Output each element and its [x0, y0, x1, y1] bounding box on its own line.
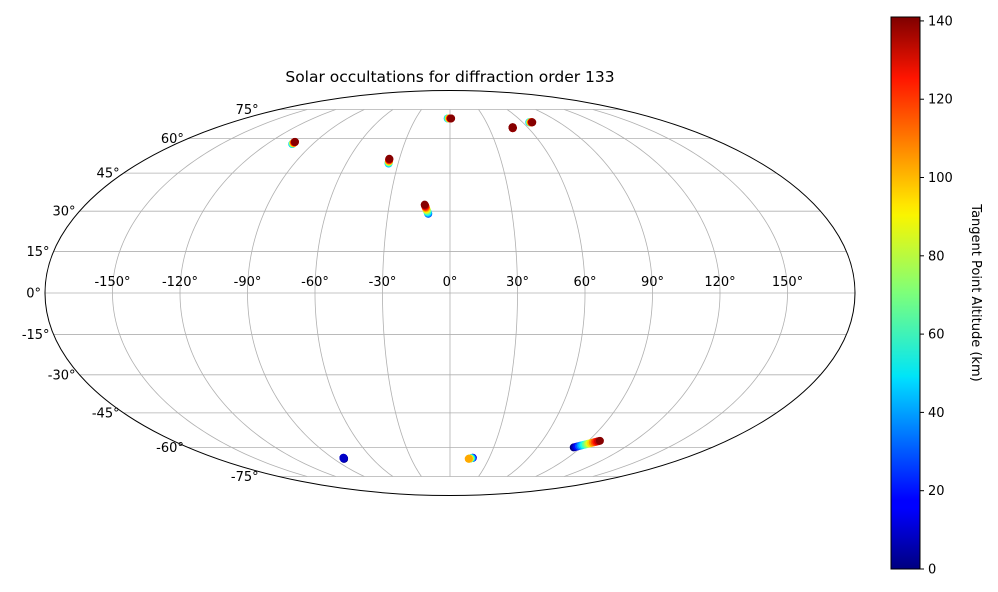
- colorbar-tick-label: 20: [928, 484, 945, 499]
- occultation-point: [508, 123, 517, 132]
- colorbar-tick-label: 100: [928, 171, 953, 186]
- longitude-tick-label: 60°: [573, 275, 596, 290]
- longitude-tick-label: 120°: [704, 275, 735, 290]
- colorbar: 0 20 40 60 80 100 120 140 Tangent Point Altitud…: [890, 14, 983, 578]
- latitude-tick-label: 15°: [27, 245, 50, 260]
- colorbar-tick-label: 140: [928, 14, 953, 29]
- colorbar-label: Tangent Point Altitude (km): [968, 203, 983, 381]
- latitude-tick-labels: 75° 60° 45° 30° 15° 0° -15° -30° -45° -60° -75°: [22, 103, 259, 485]
- latitude-tick-label: 60°: [161, 132, 184, 147]
- latitude-tick-label: -30°: [48, 368, 76, 383]
- colorbar-gradient: [890, 16, 921, 570]
- colorbar-tick-label: 120: [928, 93, 953, 108]
- longitude-tick-label: 0°: [443, 275, 458, 290]
- occultation-point: [420, 200, 429, 209]
- colorbar-tick-label: 40: [928, 406, 945, 421]
- longitude-tick-label: 150°: [772, 275, 803, 290]
- latitude-tick-label: -45°: [92, 406, 120, 421]
- longitude-tick-label: -30°: [369, 275, 397, 290]
- occultation-point: [595, 436, 604, 445]
- occultation-point: [291, 137, 300, 146]
- latitude-tick-label: 75°: [236, 103, 259, 118]
- occultation-point: [464, 454, 473, 463]
- latitude-tick-label: -15°: [22, 328, 50, 343]
- chart-title: Solar occultations for diffraction order…: [285, 68, 614, 86]
- occultation-point: [447, 114, 456, 123]
- longitude-tick-label: -90°: [234, 275, 262, 290]
- longitude-tick-label: -60°: [301, 275, 329, 290]
- occultation-point: [385, 154, 394, 163]
- longitude-tick-label: -150°: [94, 275, 130, 290]
- latitude-tick-label: 0°: [26, 287, 41, 302]
- longitude-tick-label: 30°: [506, 275, 529, 290]
- colorbar-tick-label: 60: [928, 328, 945, 343]
- colorbar-tick-label: 0: [928, 563, 936, 578]
- latitude-tick-label: -60°: [156, 441, 184, 456]
- map-outline: [44, 90, 856, 496]
- occultation-point: [339, 453, 348, 462]
- occultation-point: [528, 118, 537, 127]
- longitude-tick-labels: -150° -120° -90° -60° -30° 0° 30° 60° 90° 120° 150…: [94, 275, 803, 290]
- occultation-points: [288, 114, 604, 463]
- colorbar-tick-label: 80: [928, 249, 945, 264]
- longitude-tick-label: -120°: [162, 275, 198, 290]
- latitude-tick-label: -75°: [231, 470, 259, 485]
- longitude-tick-label: 90°: [641, 275, 664, 290]
- colorbar-ticks: 0 20 40 60 80 100 120 140: [920, 14, 953, 578]
- graticule-grid: [45, 109, 855, 477]
- latitude-tick-label: 30°: [52, 205, 75, 220]
- latitude-tick-label: 45°: [97, 167, 120, 182]
